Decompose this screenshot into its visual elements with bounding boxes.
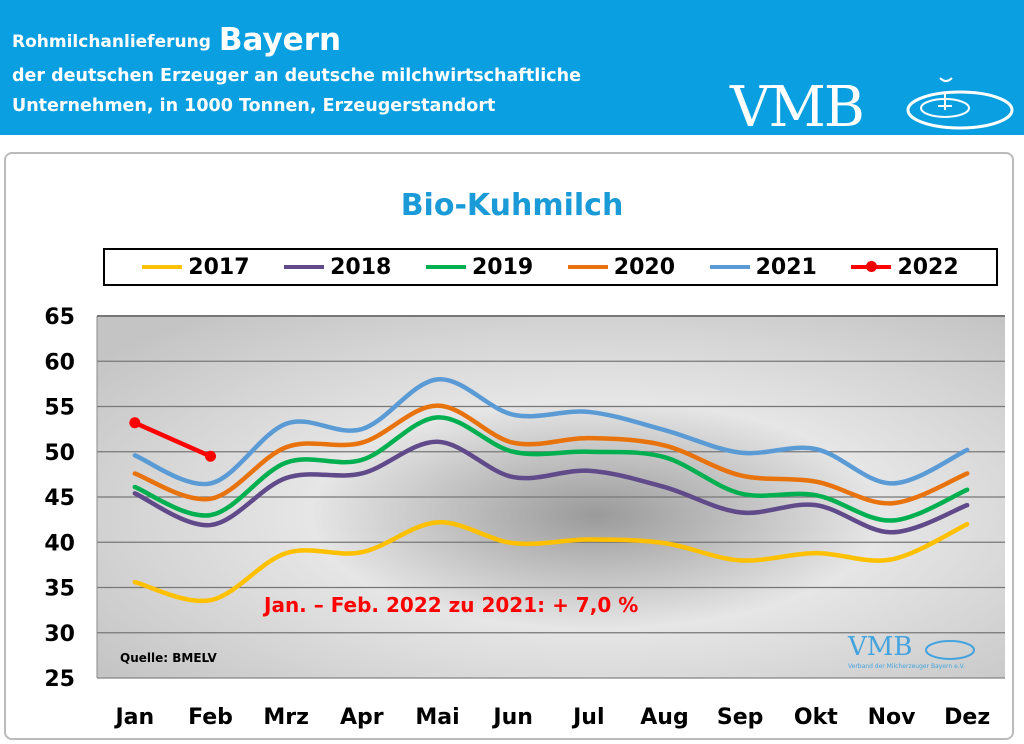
legend-label: 2020 [613,254,676,280]
series-line-2017 [132,520,970,604]
legend-item-2020: 2020 [567,254,676,280]
legend: 2017 2018 2019 2020 2021 2022 [103,248,998,286]
header-subtitle-2: Unternehmen, in 1000 Tonnen, Erzeugersta… [12,96,496,116]
legend-swatch [851,261,892,272]
header-subtitle-1: der deutschen Erzeuger an deutsche milch… [12,66,581,86]
annotation: Jan. – Feb. 2022 zu 2021: + 7,0 % [262,593,638,617]
x-tick-label: Feb [188,705,233,730]
watermark-logo: VMB Verband der Milcherzeuger Bayern e.V… [847,632,975,670]
legend-swatch [284,265,325,269]
y-tick-label: 45 [44,486,75,511]
legend-item-2021: 2021 [709,254,817,280]
title-prefix: Rohmilchanlieferung [12,32,211,52]
chart-frame [4,152,1014,740]
legend-item-2018: 2018 [284,255,391,280]
data-point-2022 [205,450,216,462]
y-tick-label: 35 [44,577,75,602]
series-line-2020 [132,403,970,506]
legend-swatch [709,265,750,269]
y-tick-label: 50 [44,441,75,466]
vmb-logo: VMB [730,75,865,140]
watermark-caption: Verband der Milcherzeuger Bayern e.V. [848,663,965,670]
y-tick-label: 40 [44,531,75,556]
y-tick-label: 30 [44,622,75,647]
x-tick-label: Okt [794,705,838,730]
x-tick-label: Jan [113,705,154,730]
x-tick-label: Mrz [263,705,309,730]
x-tick-label: Apr [340,705,384,730]
legend-swatch [567,265,608,269]
series-line-2021 [132,377,970,487]
x-tick-label: Aug [640,705,688,730]
series-line-2018 [132,439,970,535]
series-line-2019 [132,415,970,523]
x-tick-label: Sep [717,705,764,730]
source-note: Quelle: BMELV [120,651,218,665]
legend-label: 2022 [897,254,959,280]
title-region: Bayern [218,22,342,58]
milk-drop-logo-icon [906,77,1014,130]
legend-item-2017: 2017 [142,254,250,280]
legend-label: 2021 [755,254,817,280]
x-tick-label: Nov [868,705,917,730]
y-tick-label: 60 [44,350,75,375]
watermark-logo-text: VMB [847,632,913,662]
y-tick-label: 65 [44,305,75,330]
legend-label: 2017 [188,254,250,280]
header-banner: Rohmilchanlieferung Bayern der deutschen … [0,0,1024,140]
header-title: Rohmilchanlieferung Bayern [12,22,341,58]
legend-item-2022: 2022 [851,254,959,280]
legend-item-2019: 2019 [425,254,534,280]
legend-swatch [142,265,183,269]
chart-title: Bio-Kuhmilch [400,188,624,223]
legend-label: 2018 [330,254,392,280]
x-tick-label: Mai [415,705,459,730]
y-tick-label: 25 [44,667,75,692]
x-tick-label: Dez [944,705,990,730]
x-tick-label: Jun [491,705,533,730]
series-line-2022 [132,420,213,459]
data-point-2022 [129,417,141,429]
legend-label: 2019 [471,254,534,280]
legend-swatch [425,265,466,269]
x-tick-label: Jul [571,705,604,730]
y-tick-label: 55 [44,396,75,421]
